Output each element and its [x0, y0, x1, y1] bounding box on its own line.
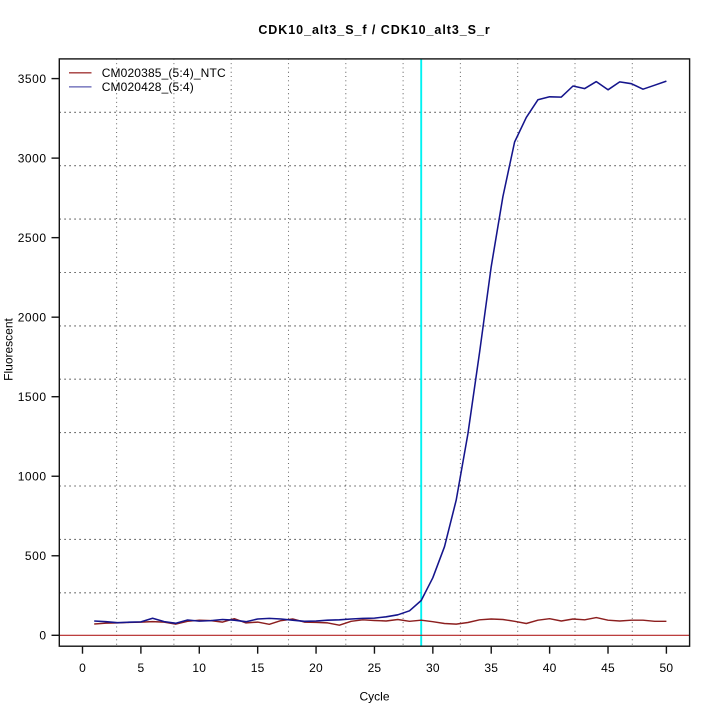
svg-text:2500: 2500: [18, 231, 47, 245]
svg-text:0: 0: [39, 629, 46, 643]
svg-text:CM020428_(5:4): CM020428_(5:4): [102, 80, 194, 94]
svg-text:10: 10: [192, 661, 206, 675]
svg-text:Fluorescent: Fluorescent: [2, 317, 16, 380]
svg-text:45: 45: [601, 661, 615, 675]
svg-text:35: 35: [484, 661, 498, 675]
svg-text:30: 30: [426, 661, 440, 675]
svg-text:25: 25: [368, 661, 382, 675]
svg-text:0: 0: [79, 661, 86, 675]
svg-text:Cycle: Cycle: [359, 690, 389, 704]
svg-text:3000: 3000: [18, 151, 47, 165]
svg-text:1000: 1000: [18, 470, 47, 484]
svg-text:5: 5: [137, 661, 144, 675]
svg-text:15: 15: [251, 661, 265, 675]
svg-text:50: 50: [660, 661, 674, 675]
svg-text:500: 500: [25, 549, 47, 563]
svg-text:1500: 1500: [18, 390, 47, 404]
svg-text:40: 40: [543, 661, 557, 675]
svg-text:2000: 2000: [18, 310, 47, 324]
svg-text:CDK10_alt3_S_f / CDK10_alt3_S_: CDK10_alt3_S_f / CDK10_alt3_S_r: [258, 23, 490, 37]
svg-text:20: 20: [309, 661, 323, 675]
svg-text:CM020385_(5:4)_NTC: CM020385_(5:4)_NTC: [102, 66, 226, 80]
svg-text:3500: 3500: [18, 72, 47, 86]
